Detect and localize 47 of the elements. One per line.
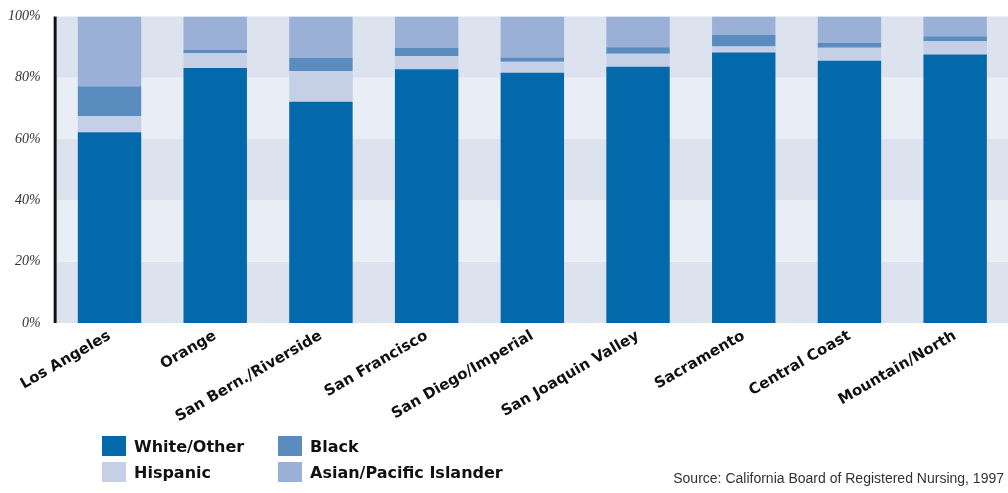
bar — [817, 42, 882, 48]
bar — [712, 52, 776, 324]
bar — [712, 16, 776, 36]
bar — [500, 57, 565, 62]
bar — [500, 72, 565, 324]
y-tick-label: 60% — [14, 130, 41, 146]
bar — [77, 16, 142, 87]
legend-label: White/Other — [134, 436, 245, 456]
bar — [394, 16, 459, 48]
bar — [817, 60, 882, 324]
bar — [77, 86, 142, 117]
source-note: Source: California Board of Registered Nursing, 1997 — [673, 470, 1004, 486]
y-tick-label: 80% — [14, 69, 41, 85]
bar — [712, 35, 776, 47]
y-tick-label: 40% — [14, 192, 41, 208]
bar — [606, 16, 670, 48]
bar — [606, 47, 670, 54]
bar — [817, 47, 882, 61]
bar — [923, 16, 987, 37]
bar — [183, 52, 247, 68]
bar — [289, 16, 353, 58]
bar — [394, 69, 459, 324]
bar — [923, 41, 987, 55]
bar — [394, 47, 459, 56]
bar — [923, 36, 987, 42]
legend-label: Hispanic — [134, 462, 212, 482]
legend-label: Asian/Pacific Islander — [310, 462, 503, 482]
y-tick-label: 0% — [21, 314, 41, 330]
bar — [289, 57, 353, 71]
bar — [606, 66, 670, 324]
bar — [77, 132, 142, 324]
legend-label: Black — [310, 436, 359, 456]
bar — [77, 116, 142, 133]
bar — [817, 16, 882, 43]
bar — [500, 61, 565, 73]
bar — [183, 67, 247, 324]
y-tick-label: 20% — [14, 253, 41, 269]
y-tick-label: 100% — [7, 8, 41, 24]
bar — [394, 55, 459, 70]
bar — [183, 49, 247, 53]
bar — [923, 54, 987, 324]
bar — [289, 70, 353, 102]
bar — [183, 16, 247, 50]
bar — [289, 101, 353, 324]
bar — [606, 53, 670, 67]
bar — [712, 46, 776, 53]
bar — [500, 16, 565, 58]
